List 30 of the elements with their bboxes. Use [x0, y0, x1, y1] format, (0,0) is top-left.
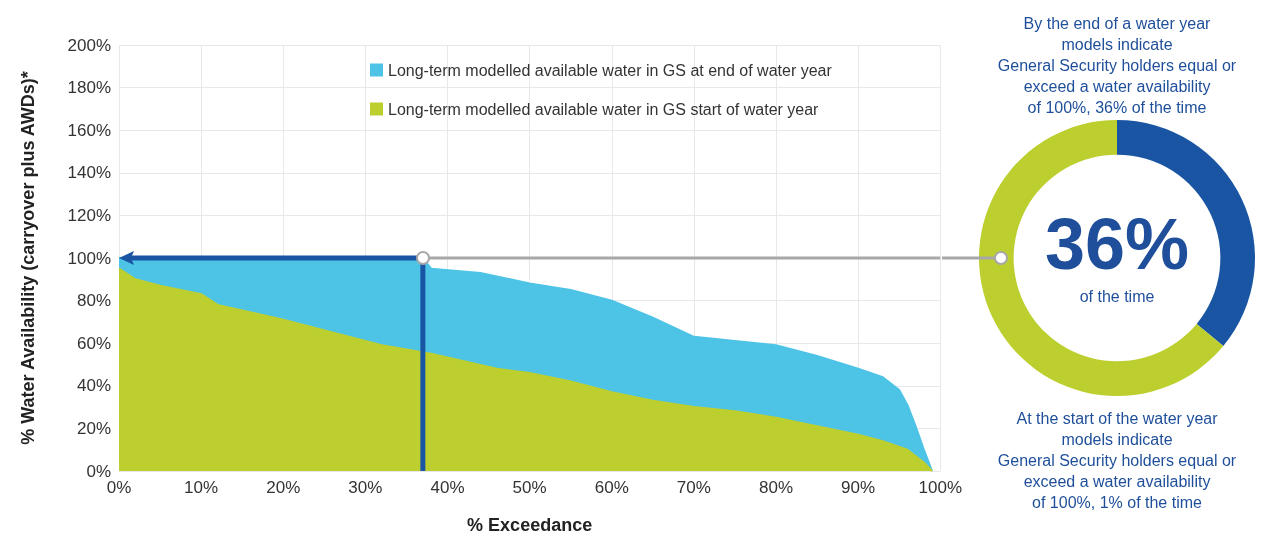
y-tick-label: 0% [86, 461, 111, 481]
x-tick-label: 80% [758, 478, 794, 497]
x-tick-label: 60% [594, 478, 629, 497]
text: 36% [1044, 204, 1190, 284]
y-tick-label: 100% [67, 248, 111, 268]
legend-label: Long-term modelled available water in GS at end of water year [388, 61, 833, 79]
legend-label: Long-term modelled available water in GS start of water year [388, 100, 820, 118]
y-tick-label: 160% [67, 120, 111, 140]
x-tick-label: 40% [430, 478, 465, 497]
x-tick-label: 30% [348, 478, 383, 497]
y-tick-label: 180% [67, 78, 111, 98]
x-tick-label: 100% [918, 478, 962, 497]
x-tick-label: 70% [676, 478, 711, 497]
y-axis-title: % Water Availability (carryover plus AWDs)* [18, 71, 38, 445]
text: of the time [1079, 287, 1155, 305]
x-tick-label: 0% [106, 478, 132, 497]
y-tick-label: 60% [76, 333, 111, 353]
x-tick-label: 10% [184, 478, 219, 497]
chart-title: By the end of a water year models indicate General Security holders equal or exceed a water availability of 100%, 36% of the time [997, 15, 1237, 116]
x-tick-label: 90% [841, 478, 876, 497]
x-tick-label: 20% [266, 478, 301, 497]
text: At the start of the water year models indicate General Security holders equal or exceed a water availability of 100%, 1% of the time [997, 410, 1237, 511]
y-tick-label: 200% [67, 35, 111, 55]
y-tick-label: 40% [76, 376, 111, 396]
y-tick-label: 80% [76, 291, 111, 311]
x-axis-title: % Exceedance [467, 515, 593, 535]
y-tick-label: 140% [67, 163, 111, 183]
x-tick-label: 50% [512, 478, 547, 497]
y-tick-label: 120% [67, 205, 111, 225]
y-tick-label: 20% [76, 418, 111, 438]
